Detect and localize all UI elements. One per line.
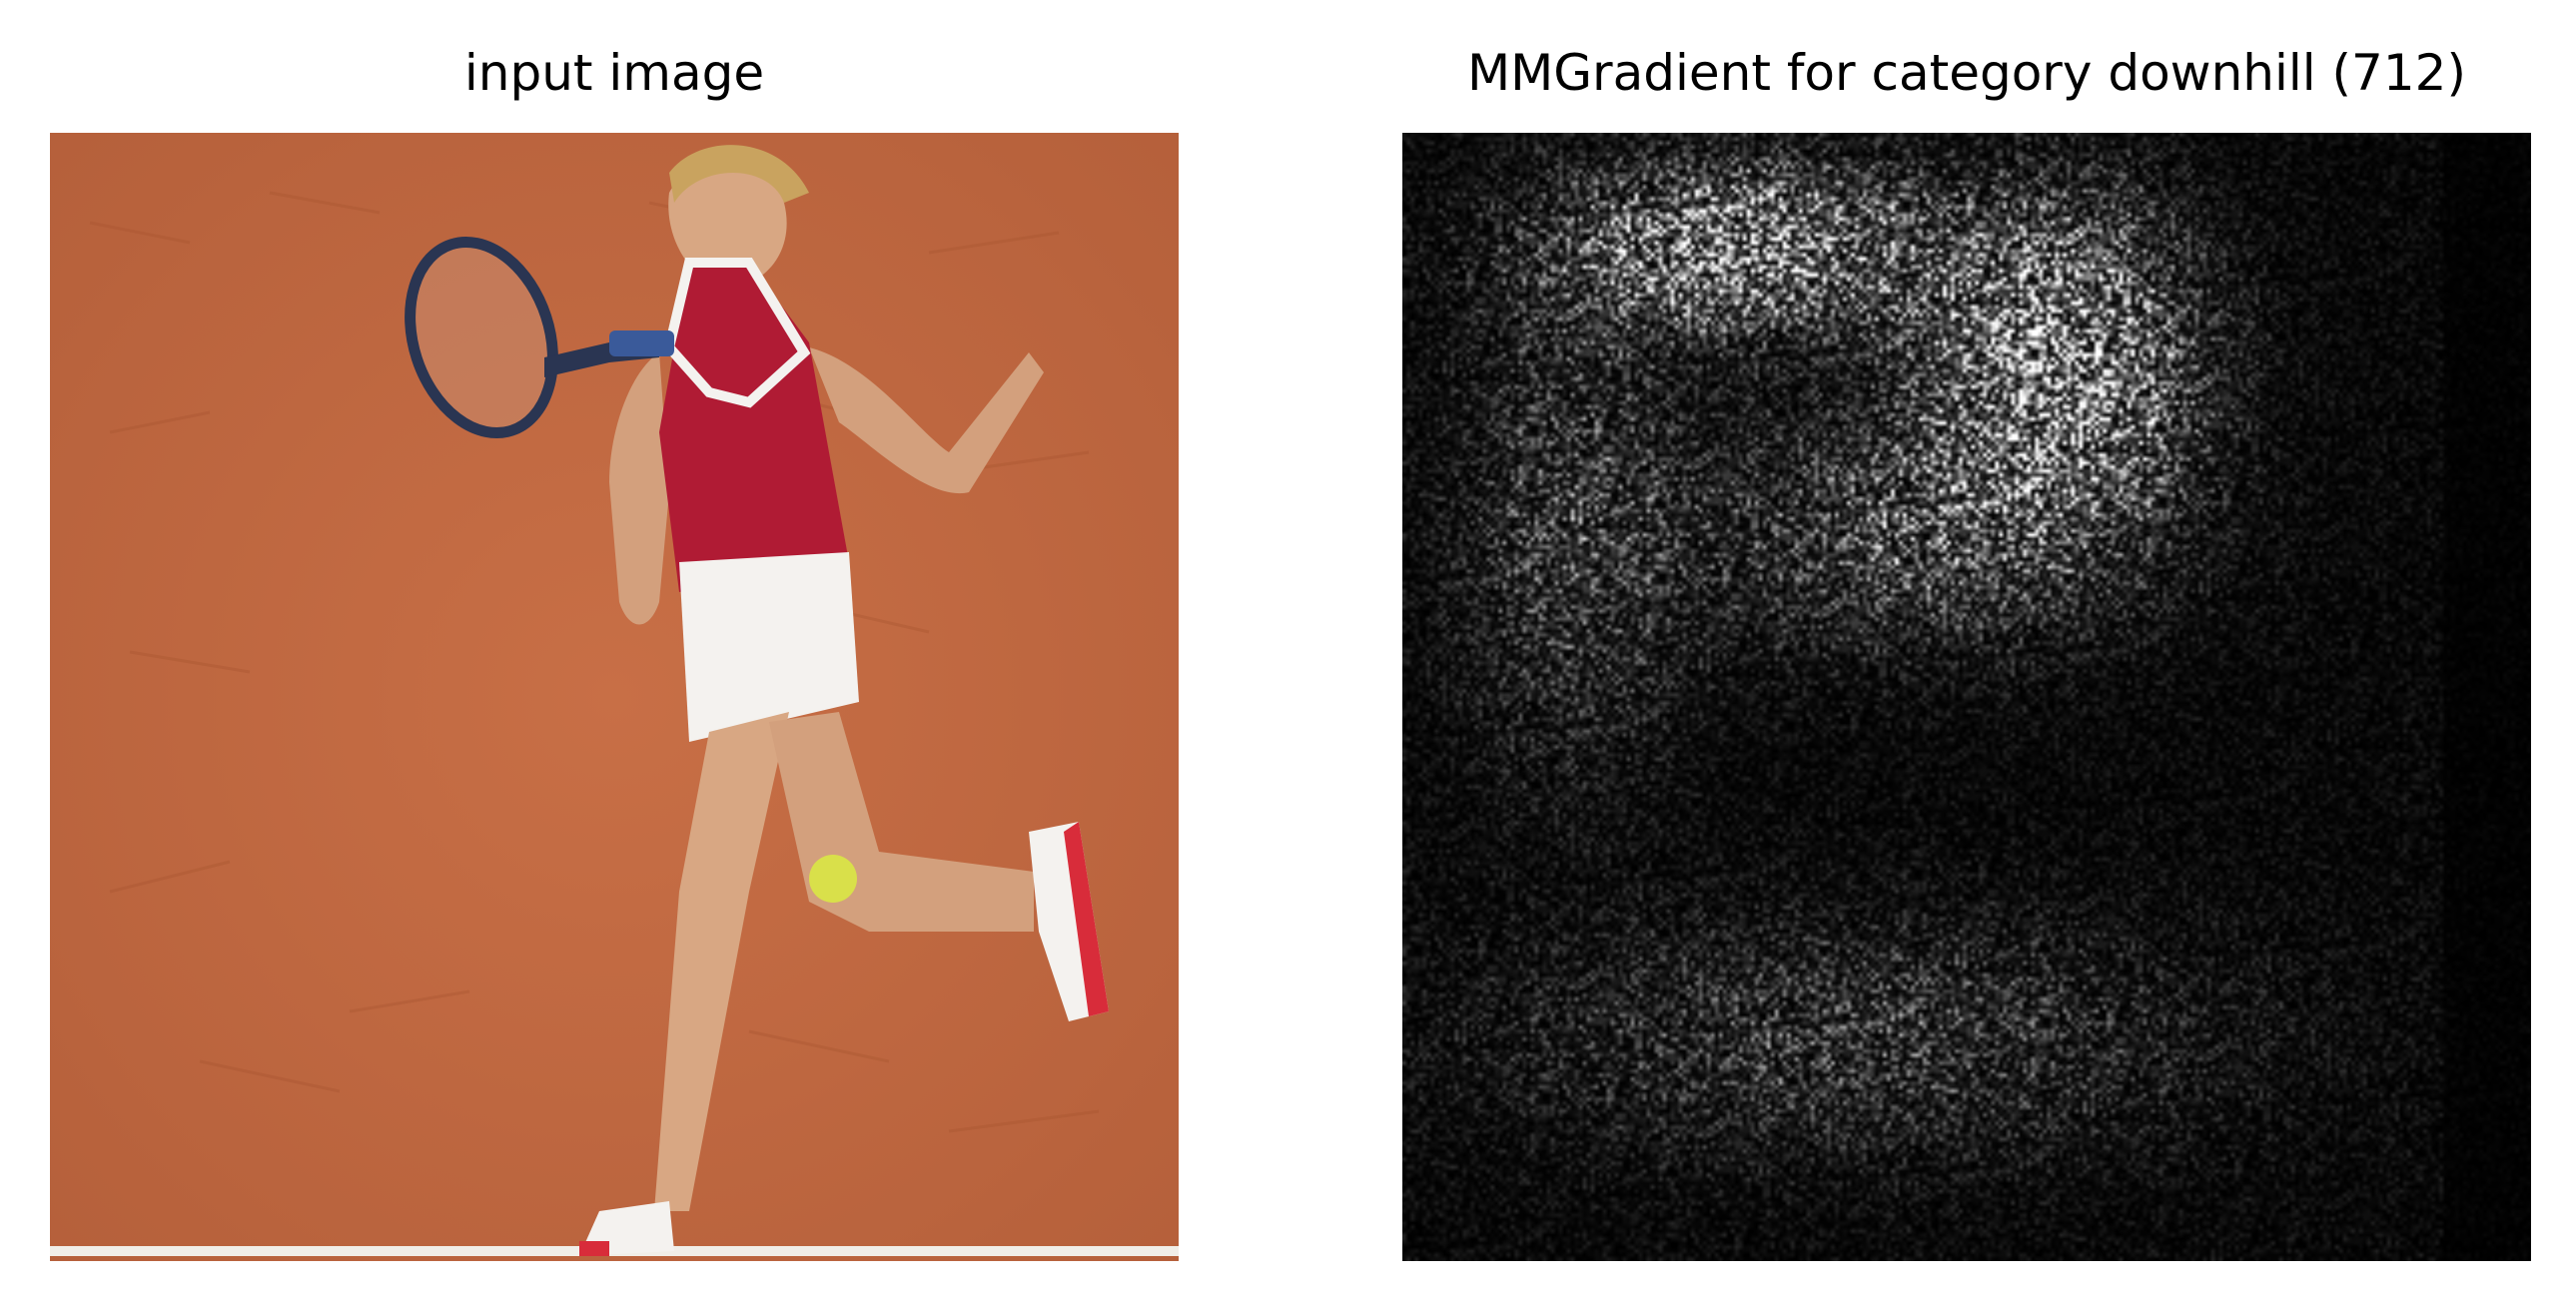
tennis-racket [405, 236, 674, 439]
tennis-player [579, 145, 1109, 1256]
saliency-map-title: MMGradient for category downhill (712) [1467, 44, 2466, 102]
input-image-title: input image [463, 44, 765, 102]
clay-court [50, 133, 1179, 1261]
tennis-photo [50, 133, 1179, 1261]
white-skirt [679, 552, 859, 742]
saliency-map [1402, 133, 2531, 1261]
tennis-ball [809, 855, 857, 903]
input-image-panel [50, 133, 1179, 1261]
saliency-map-panel [1402, 133, 2531, 1261]
